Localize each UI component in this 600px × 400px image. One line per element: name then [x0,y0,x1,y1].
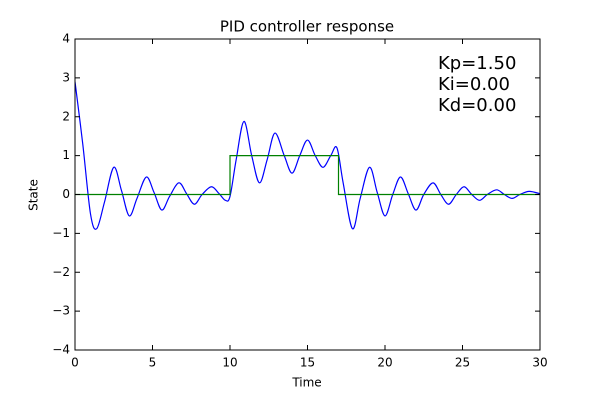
x-tick-label: 25 [455,356,470,370]
x-tick-label: 0 [71,356,79,370]
x-tick-label: 10 [222,356,237,370]
x-axis-label: Time [291,376,321,390]
x-tick-label: 30 [532,356,547,370]
y-tick-label: −1 [52,226,70,240]
y-tick-label: 0 [62,187,70,201]
chart-title: PID controller response [220,18,394,36]
x-tick-label: 20 [377,356,392,370]
y-tick-label: −2 [52,265,70,279]
x-tick-label: 5 [149,356,157,370]
y-tick-label: −3 [52,304,70,318]
annotation: Kp=1.50 [438,53,516,74]
y-axis-label: State [27,179,41,211]
y-tick-label: 1 [62,148,70,162]
x-tick-label: 15 [300,356,315,370]
series-line [75,155,540,196]
y-tick-label: −4 [52,343,70,357]
annotation: Kd=0.00 [438,95,516,116]
annotation: Ki=0.00 [438,74,510,95]
y-tick-label: 2 [62,109,70,123]
y-tick-label: 4 [62,32,70,46]
y-tick-label: 3 [62,70,70,84]
